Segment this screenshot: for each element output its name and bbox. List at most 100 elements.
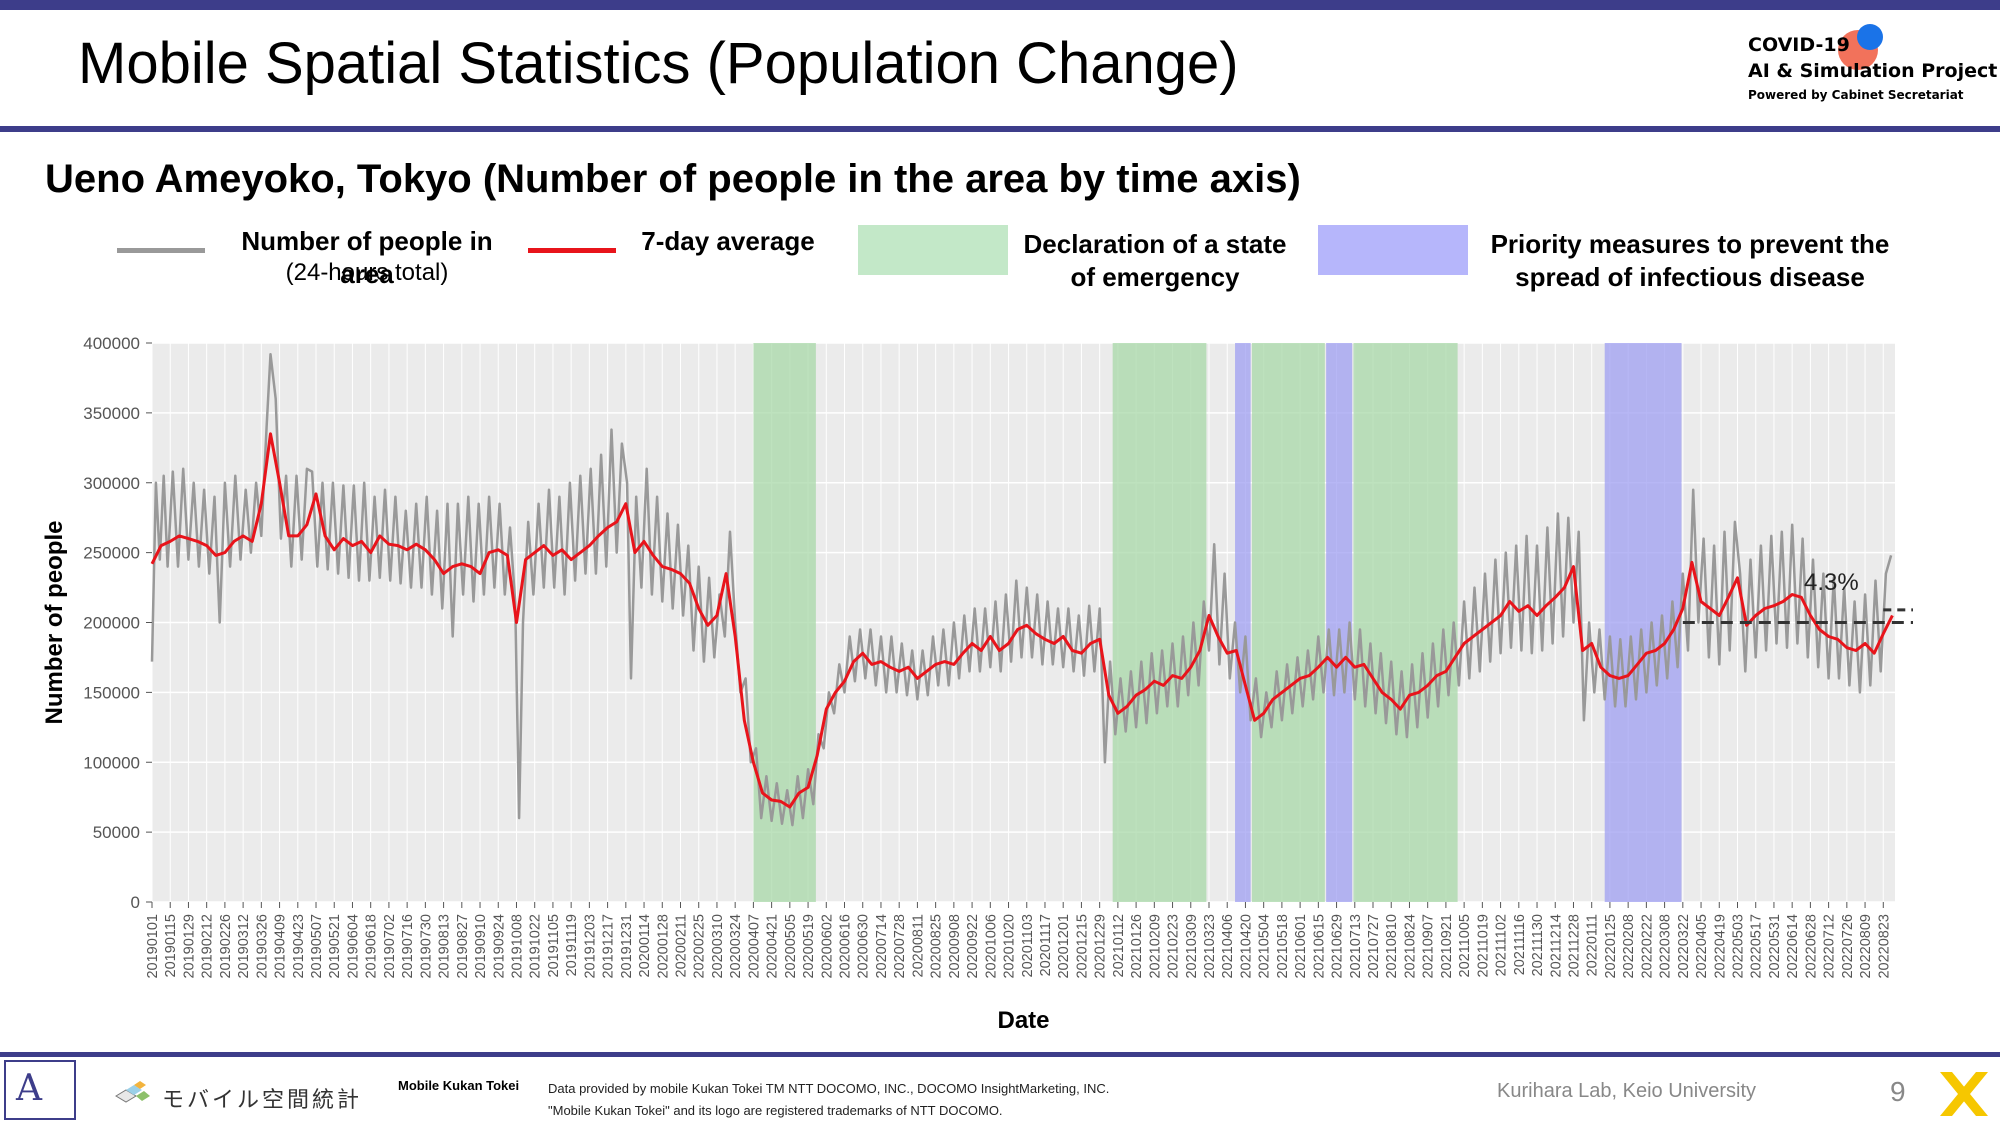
priority-period [1604,343,1682,902]
x-tick-label: 20200421 [765,914,781,979]
chart-subtitle: Ueno Ameyoko, Tokyo (Number of people in… [45,157,1301,201]
brand-logo-dot-icon [1857,24,1883,50]
x-tick-label: 20220531 [1767,914,1783,979]
x-tick-label: 20210810 [1384,914,1400,979]
x-tick-label: 20200616 [838,914,854,979]
x-tick-label: 20200602 [819,914,835,979]
x-tick-label: 20190521 [327,914,343,979]
x-tick-label: 20200825 [929,914,945,979]
legend-emergency-label-2: of emergency [1070,262,1240,292]
y-tick-label: 250000 [83,544,140,563]
x-tick-label: 20211019 [1475,914,1491,977]
x-tick-label: 20210601 [1293,914,1309,979]
x-tick-label: 20201020 [1002,914,1018,979]
x-tick-label: 20190604 [345,914,361,979]
x-tick-label: 20190730 [418,914,434,979]
y-tick-label: 350000 [83,404,140,423]
x-tick-label: 20201117 [1038,914,1054,976]
x-tick-label: 20200630 [856,914,872,979]
footer-credit-line1: Data provided by mobile Kukan Tokei TM N… [548,1081,1110,1096]
x-tick-label: 20220517 [1749,914,1765,979]
x-tick-label: 20220809 [1858,914,1874,979]
emergency-period [1112,343,1207,902]
footer-product-name: Mobile Kukan Tokei [398,1078,520,1093]
x-tick-label: 20200211 [673,914,689,977]
footer-lab-name: Kurihara Lab, Keio University [1497,1080,1757,1102]
x-tick-label: 20201006 [983,914,999,979]
x-tick-label: 20210504 [1257,914,1273,979]
x-tick-label: 20210126 [1129,914,1145,979]
legend-priority-label-1: Priority measures to prevent the [1490,229,1890,259]
x-tick-label: 20220322 [1676,914,1692,979]
x-tick-label: 20210824 [1402,914,1418,979]
x-tick-label: 20190115 [163,914,179,977]
legend-average-line [528,248,616,253]
x-tick-label: 20190129 [181,914,197,979]
x-tick-label: 20190212 [200,914,216,979]
x-tick-label: 20190409 [273,914,289,979]
x-tick-label: 20190507 [309,914,325,979]
x-tick-label: 20220712 [1822,914,1838,979]
x-tick-label: 20200519 [801,914,817,979]
x-tick-label: 20190618 [364,914,380,979]
series-daily-line [150,352,1893,827]
legend-average-label: 7-day average [641,226,815,256]
x-tick-label: 20220823 [1876,914,1892,979]
x-logo-icon [1940,1072,1988,1116]
x-tick-label: 20190702 [382,914,398,979]
priority-period [1235,343,1251,902]
x-tick-label: 20210518 [1275,914,1291,979]
x-tick-label: 20220111 [1585,914,1601,976]
x-tick-label: 20210112 [1111,914,1127,977]
x-tick-label: 20190226 [218,914,234,979]
x-tick-label: 20210713 [1348,914,1364,979]
x-tick-label: 20210727 [1366,914,1382,979]
lab-logo-glyph: A [16,1068,42,1109]
legend-priority-swatch [1318,225,1468,275]
x-tick-label: 20210907 [1421,914,1437,979]
x-tick-label: 20191119 [564,914,580,976]
x-tick-label: 20210615 [1311,914,1327,979]
x-tick-label: 20190827 [455,914,471,979]
emergency-period [1353,343,1458,902]
x-tick-label: 20220614 [1785,914,1801,979]
x-tick-label: 20191022 [528,914,544,979]
page-number: 9 [1890,1076,1906,1107]
footer-credit: Data provided by mobile Kukan Tokei TM N… [548,1078,1109,1122]
x-tick-label: 20210209 [1147,914,1163,979]
legend-priority-label-2: spread of infectious disease [1515,262,1865,292]
x-tick-label: 20220208 [1621,914,1637,979]
x-tick-label: 20211130 [1530,914,1546,976]
x-tick-label: 20191105 [546,914,562,977]
x-tick-label: 20190312 [236,914,252,979]
emergency-period [753,343,816,902]
y-tick-label: 200000 [83,614,140,633]
legend-emergency-label-1: Declaration of a state [1023,229,1287,259]
legend-daily-sublabel: (24-hours total) [285,259,449,286]
series-7day-average-line [150,432,1894,809]
legend-emergency-swatch [858,225,1008,275]
brand-line2: AI & Simulation Project [1748,60,1998,82]
x-tick-label: 20190423 [291,914,307,979]
x-tick-label: 20190924 [491,914,507,979]
x-tick-label: 20200922 [965,914,981,979]
x-tick-label: 20200811 [910,914,926,977]
title-divider [0,126,2000,132]
y-tick-label: 300000 [83,474,140,493]
legend-daily-label: Number of people in area [241,226,493,289]
x-tick-label: 20210309 [1184,914,1200,979]
x-tick-label: 20190910 [473,914,489,979]
x-tick-label: 20220125 [1603,914,1619,979]
x-tick-label: 20191217 [601,914,617,979]
change-annotation: 4.3% [1804,569,1859,596]
x-tick-label: 20201103 [1020,914,1036,977]
y-tick-label: 100000 [83,753,140,772]
y-axis-title: Number of people [41,520,68,724]
y-tick-label: 150000 [83,683,140,702]
footer-divider [0,1052,2000,1057]
footer-credit-line2: "Mobile Kukan Tokei" and its logo are re… [548,1103,1003,1118]
x-tick-label: 20211228 [1566,914,1582,977]
x-tick-label: 20201201 [1056,914,1072,979]
legend-daily-line [117,248,205,253]
x-axis-title: Date [997,1007,1049,1034]
